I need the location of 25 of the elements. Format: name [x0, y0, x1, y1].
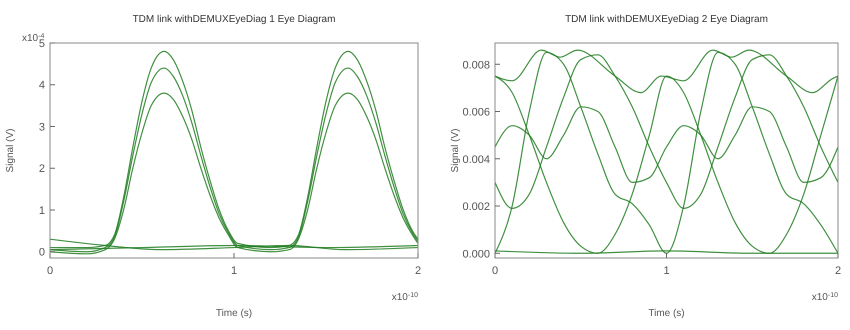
y-axis-title: Signal (V) — [450, 128, 461, 172]
y-tick-label: 0.002 — [462, 201, 490, 214]
text: x10$^{-10}$ — [812, 292, 838, 303]
y-tick-label: 0.008 — [462, 59, 490, 72]
x-tick-label: 1 — [663, 265, 670, 277]
y-tick-label: 0 — [38, 246, 45, 259]
x-tick-label: 0 — [46, 265, 54, 277]
y-tick-label: 0.006 — [462, 106, 490, 119]
chart-title: TDM link withDEMUXEyeDiag 1 Eye Diagram — [132, 14, 336, 25]
x-tick-label: 1 — [230, 265, 238, 277]
y-tick-label: 0.000 — [462, 248, 490, 260]
x-tick-label: 2 — [834, 265, 842, 277]
text: x10$^{-10}$ — [392, 292, 418, 303]
y-tick-label: 3 — [38, 121, 45, 134]
y-tick-label: 2 — [38, 163, 45, 176]
x-axis-title: Time (s) — [216, 308, 252, 319]
y-tick-label: 0.004 — [462, 154, 490, 166]
x-tick-label: 0 — [492, 265, 498, 277]
y-tick-label: 4 — [38, 80, 45, 92]
y-tick-label: 1 — [38, 204, 45, 217]
x-tick-label: 2 — [414, 265, 422, 277]
y-axis-title: Signal (V) — [5, 128, 16, 172]
x-axis-title: Time (s) — [648, 308, 685, 319]
chart-title: TDM link withDEMUXEyeDiag 2 Eye Diagram — [565, 14, 768, 25]
y-tick-label: 5 — [38, 38, 45, 50]
